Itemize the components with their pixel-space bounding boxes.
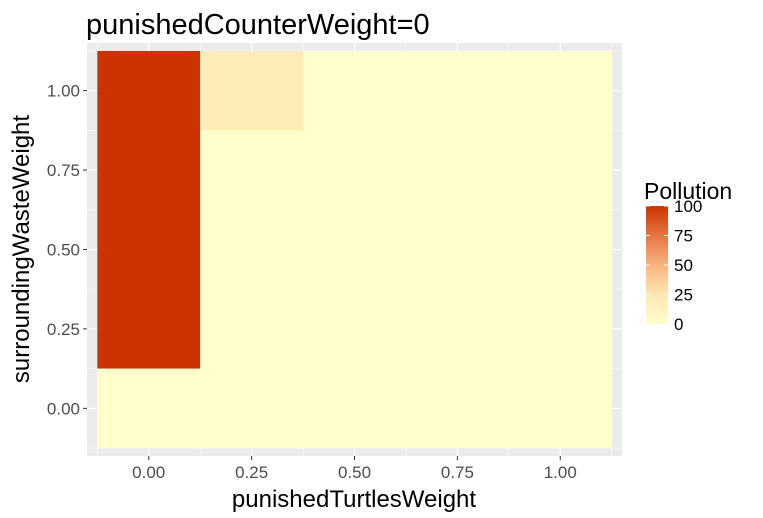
chart-title: punishedCounterWeight=0	[86, 9, 430, 41]
heatmap-tile	[303, 50, 612, 369]
legend-tick-label: 100	[674, 197, 702, 216]
x-tick-label: 0.50	[338, 463, 371, 482]
x-tick-label: 0.00	[132, 463, 165, 482]
heatmap-tile	[200, 130, 304, 369]
y-tick-label: 0.75	[47, 161, 80, 180]
legend-tick-label: 50	[674, 256, 693, 275]
legend-title: Pollution	[644, 178, 732, 204]
x-tick-label: 1.00	[544, 463, 577, 482]
x-axis-ticks: 0.00 0.25 0.50 0.75 1.00	[132, 456, 577, 482]
legend-tick-label: 25	[674, 286, 693, 305]
x-tick-label: 0.25	[235, 463, 268, 482]
y-axis-ticks: 0.00 0.25 0.50 0.75 1.00	[47, 82, 87, 418]
x-tick-label: 0.75	[441, 463, 474, 482]
y-tick-label: 0.25	[47, 320, 80, 339]
legend-ticks: 0 25 50 75 100	[646, 197, 702, 334]
heatmap-tile	[200, 50, 304, 131]
y-tick-label: 0.50	[47, 241, 80, 260]
y-tick-label: 0.00	[47, 399, 80, 418]
x-axis-title: punishedTurtlesWeight	[232, 486, 476, 513]
heatmap-tile	[97, 50, 201, 369]
heatmap-tiles	[97, 50, 612, 449]
y-tick-label: 1.00	[47, 82, 80, 101]
legend: Pollution 0 25 50 75 100	[644, 178, 732, 334]
legend-colorbar	[646, 206, 668, 324]
legend-tick-label: 75	[674, 227, 693, 246]
legend-tick-label: 0	[674, 315, 683, 334]
heatmap-tile	[97, 368, 612, 449]
y-axis-title: surroundingWasteWeight	[8, 115, 35, 383]
